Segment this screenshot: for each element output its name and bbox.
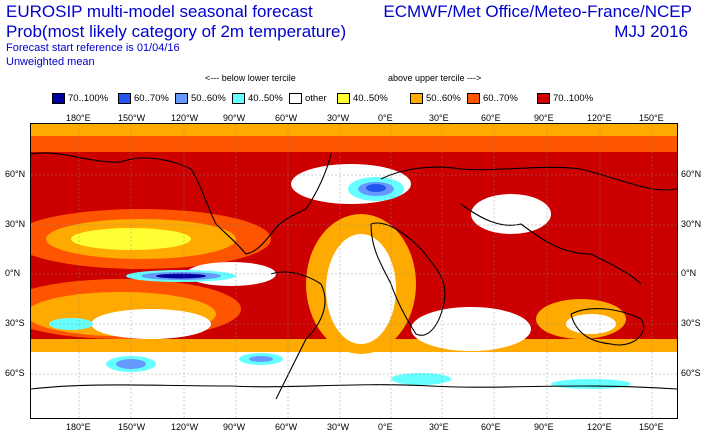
below-tercile-caption: <--- below lower tercile xyxy=(205,73,296,83)
latitude-label: 30°N xyxy=(5,219,26,229)
legend-swatch xyxy=(175,93,188,104)
longitude-label: 150°E xyxy=(639,422,664,432)
legend-swatch xyxy=(52,93,65,104)
legend-swatch xyxy=(232,93,245,104)
longitude-label: 120°W xyxy=(171,422,199,432)
legend-label: 50..60% xyxy=(426,93,461,104)
longitude-label: 60°W xyxy=(275,113,298,123)
longitude-label: 150°E xyxy=(639,113,664,123)
legend-label: other xyxy=(305,93,327,104)
latitude-label: 30°S xyxy=(681,318,701,328)
legend-swatch xyxy=(337,93,350,104)
longitude-label: 60°W xyxy=(275,422,298,432)
legend-label: 60..70% xyxy=(134,93,169,104)
title-line-2: Prob(most likely category of 2m temperat… xyxy=(6,22,347,41)
longitude-label: 30°E xyxy=(429,422,449,432)
legend-item: 40..50% xyxy=(337,93,388,104)
longitude-label: 30°E xyxy=(429,113,449,123)
latitude-label: 0°N xyxy=(5,268,21,278)
latitude-label: 60°N xyxy=(5,169,26,179)
longitude-label: 120°E xyxy=(587,113,612,123)
graticule xyxy=(31,124,677,418)
legend-item: 60..70% xyxy=(118,93,169,104)
longitude-label: 60°E xyxy=(481,113,501,123)
map-canvas xyxy=(31,124,677,418)
latitude-label: 60°S xyxy=(5,368,25,378)
longitude-label: 180°E xyxy=(66,422,91,432)
longitude-label: 90°E xyxy=(534,113,554,123)
latitude-label: 60°S xyxy=(681,368,701,378)
legend-label: 40..50% xyxy=(353,93,388,104)
legend-label: 50..60% xyxy=(191,93,226,104)
probability-map xyxy=(30,123,678,419)
longitude-label: 150°W xyxy=(118,113,146,123)
longitude-label: 30°W xyxy=(327,422,350,432)
legend-item: 40..50% xyxy=(232,93,283,104)
longitude-label: 60°E xyxy=(481,422,501,432)
legend-swatch xyxy=(410,93,423,104)
title-line-1: EUROSIP multi-model seasonal forecast xyxy=(6,2,313,21)
longitude-label: 180°E xyxy=(66,113,91,123)
legend-label: 60..70% xyxy=(483,93,518,104)
longitude-label: 0°E xyxy=(378,422,393,432)
longitude-label: 90°W xyxy=(223,422,246,432)
legend-item: 50..60% xyxy=(175,93,226,104)
legend-swatch xyxy=(537,93,550,104)
legend-item: 60..70% xyxy=(467,93,518,104)
season-title: MJJ 2016 xyxy=(614,22,688,41)
centres-title: ECMWF/Met Office/Meteo-France/NCEP xyxy=(383,2,692,21)
legend-label: 70..100% xyxy=(553,93,594,104)
legend-label: 70..100% xyxy=(68,93,109,104)
legend-swatch xyxy=(289,93,302,104)
legend-item: other xyxy=(289,93,327,104)
legend-item: 70..100% xyxy=(52,93,108,104)
legend-item: 50..60% xyxy=(410,93,461,104)
longitude-label: 120°W xyxy=(171,113,199,123)
legend-swatch xyxy=(467,93,480,104)
latitude-label: 60°N xyxy=(681,169,702,179)
latitude-label: 0°N xyxy=(681,268,697,278)
longitude-label: 0°E xyxy=(378,113,393,123)
legend-item: 70..100% xyxy=(537,93,593,104)
coastlines xyxy=(31,152,677,400)
longitude-label: 30°W xyxy=(327,113,350,123)
latitude-label: 30°N xyxy=(681,219,702,229)
forecast-reference: Forecast start reference is 01/04/16 xyxy=(6,42,180,54)
latitude-label: 30°S xyxy=(5,318,25,328)
mean-type: Unweighted mean xyxy=(6,56,95,68)
longitude-label: 120°E xyxy=(587,422,612,432)
longitude-label: 150°W xyxy=(118,422,146,432)
longitude-label: 90°E xyxy=(534,422,554,432)
longitude-label: 90°W xyxy=(223,113,246,123)
legend-swatch xyxy=(118,93,131,104)
legend-label: 40..50% xyxy=(248,93,283,104)
above-tercile-caption: above upper tercile ---> xyxy=(388,73,482,83)
